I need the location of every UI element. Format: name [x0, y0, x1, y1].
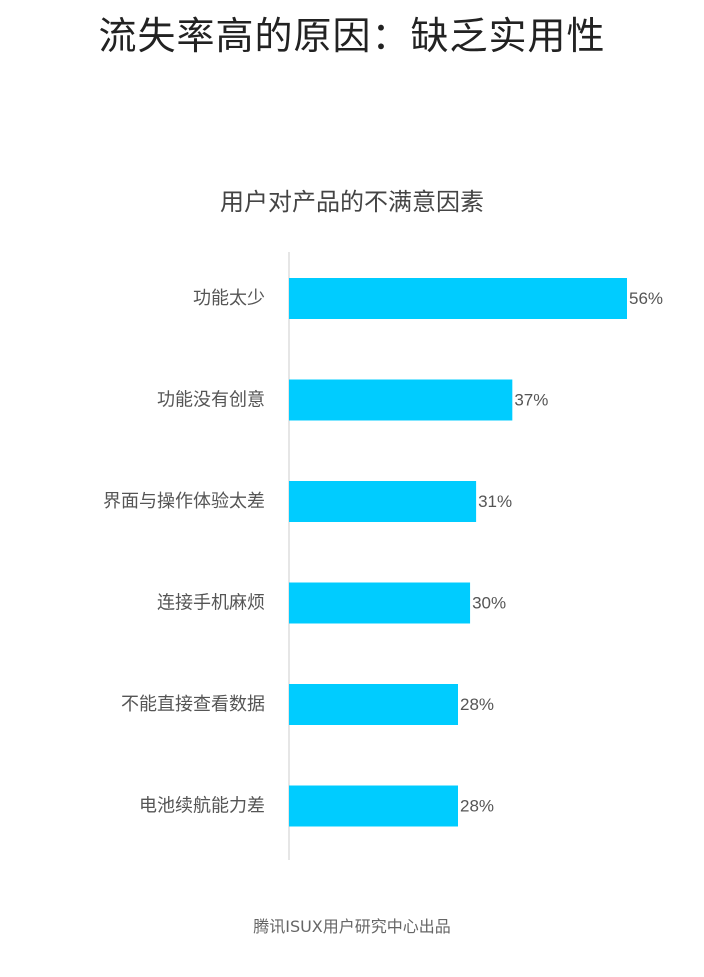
footer-credit: 腾讯ISUX用户研究中心出品 [253, 917, 451, 936]
bar [289, 481, 477, 522]
category-label: 界面与操作体验太差 [103, 491, 265, 512]
value-label: 28% [460, 797, 494, 816]
value-label: 37% [514, 391, 548, 410]
value-label: 28% [460, 695, 494, 714]
value-label: 56% [629, 289, 663, 308]
category-label: 连接手机麻烦 [157, 593, 265, 614]
bar [289, 582, 471, 624]
category-label: 功能没有创意 [157, 390, 265, 411]
category-label: 不能直接查看数据 [121, 694, 265, 715]
value-label: 31% [478, 492, 512, 511]
value-label: 30% [472, 594, 506, 613]
page-title: 流失率高的原因：缺乏实用性 [98, 14, 606, 58]
bar [289, 785, 458, 827]
bar [289, 379, 513, 421]
chart-title: 用户对产品的不满意因素 [220, 188, 484, 216]
category-label: 功能太少 [193, 288, 265, 309]
bar [289, 684, 458, 725]
category-label: 电池续航能力差 [139, 796, 265, 817]
bar [289, 278, 627, 319]
